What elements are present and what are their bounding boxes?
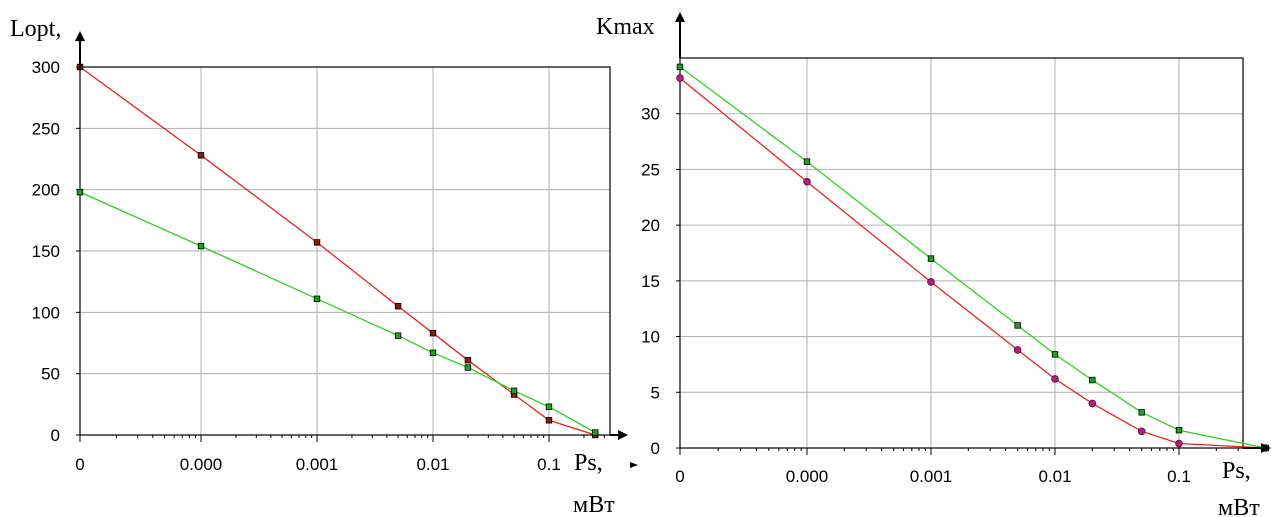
kmax-ytick-label-2: 10 — [641, 328, 660, 347]
kmax-ytick-label-1: 5 — [651, 383, 660, 402]
lopt-ytick-label-3: 150 — [32, 242, 60, 261]
lopt-ytick-label-4: 200 — [32, 181, 60, 200]
lopt-series-1-point-1 — [197, 242, 205, 250]
kmax-series — [676, 63, 1270, 452]
lopt-chart: 0 50 100 150 200 250 300 0 0.000 0.001 0.01 0.1 Lop… — [10, 16, 628, 517]
lopt-x-axis-unit: мВт — [573, 492, 615, 517]
kmax-series-1-point-6 — [1138, 409, 1145, 416]
kmax-ytick-label-6: 30 — [641, 105, 660, 124]
kmax-plot-frame — [679, 57, 1244, 449]
kmax-grid — [680, 58, 1243, 449]
kmax-xtick-label-0: 0 — [675, 467, 684, 486]
kmax-x-axis-label: Ps, — [1222, 458, 1251, 484]
lopt-ytick-label-1: 50 — [41, 365, 60, 384]
lopt-xtick-label-3: 0.01 — [416, 455, 449, 474]
lopt-series-0-point-1 — [197, 152, 205, 159]
kmax-series-0-point-5 — [1088, 399, 1097, 408]
kmax-series-1-line — [679, 66, 1266, 449]
lopt-series-1-point-6 — [510, 387, 518, 395]
lopt-series-1-point-5 — [464, 364, 472, 371]
lopt-xtick-label-1: 0.000 — [180, 455, 223, 474]
lopt-series-1-point-7 — [545, 403, 553, 410]
kmax-series-0-point-2 — [927, 278, 935, 286]
lopt-series-0-point-5 — [464, 356, 472, 364]
kmax-ytick-label-3: 15 — [641, 272, 660, 291]
lopt-series-0-point-3 — [394, 302, 402, 310]
kmax-series-0-point-3 — [1013, 346, 1022, 354]
lopt-series-1-point-3 — [394, 332, 402, 339]
kmax-x-axis-unit: мВт — [1218, 495, 1260, 517]
kmax-ytick-label-5: 25 — [641, 160, 660, 179]
lopt-ticks: 0 50 100 150 200 250 300 0 0.000 0.001 0.01 0.1 — [32, 58, 605, 474]
lopt-xtick-label-2: 0.001 — [296, 455, 339, 474]
lopt-series — [76, 63, 599, 439]
lopt-series-0-point-2 — [313, 239, 321, 246]
kmax-series-1-point-1 — [803, 158, 811, 165]
kmax-series-0-point-4 — [1051, 375, 1059, 383]
lopt-series-1-point-0 — [76, 188, 84, 196]
lopt-series-0-point-7 — [545, 417, 553, 424]
kmax-ytick-label-4: 20 — [641, 216, 660, 235]
kmax-series-0-point-0 — [676, 74, 684, 82]
kmax-series-1-point-3 — [1014, 322, 1021, 329]
lopt-ytick-label-5: 250 — [32, 119, 60, 138]
kmax-y-axis-label: Kmax — [596, 14, 655, 40]
lopt-x-axis-label: Ps, — [574, 450, 603, 476]
lopt-series-1-point-2 — [313, 295, 321, 303]
lopt-series-1-point-8 — [591, 429, 599, 436]
kmax-ytick-label-0: 0 — [651, 439, 660, 458]
kmax-xtick-label-3: 0.01 — [1038, 467, 1071, 486]
lopt-xtick-label-4: 0.1 — [537, 455, 561, 474]
lopt-grid — [80, 66, 610, 436]
kmax-ticks: 0 5 10 15 20 25 30 0 0.000 0.001 0.01 0.1 — [641, 105, 1239, 486]
kmax-series-1-point-0 — [676, 63, 684, 71]
lopt-ytick-label-6: 300 — [32, 58, 60, 77]
kmax-series-0-point-6 — [1137, 427, 1146, 436]
lopt-ytick-label-0: 0 — [51, 426, 60, 445]
kmax-series-1-point-4 — [1051, 351, 1059, 358]
lopt-ytick-label-2: 100 — [32, 303, 60, 322]
kmax-xtick-label-4: 0.1 — [1167, 467, 1191, 486]
kmax-series-1-point-5 — [1089, 376, 1096, 384]
kmax-xtick-label-2: 0.001 — [910, 467, 953, 486]
kmax-series-0-point-7 — [1175, 439, 1183, 448]
lopt-series-0-point-4 — [429, 329, 437, 337]
lopt-series-1-point-4 — [429, 349, 437, 357]
lopt-y-axis-label: Lopt, — [10, 16, 61, 42]
kmax-xtick-label-1: 0.000 — [786, 467, 829, 486]
stray-arrow-mark — [630, 462, 638, 468]
kmax-series-1-point-2 — [927, 255, 935, 262]
lopt-xtick-label-0: 0 — [75, 455, 84, 474]
kmax-series-1-point-7 — [1175, 426, 1183, 434]
kmax-series-0-point-1 — [803, 177, 811, 186]
